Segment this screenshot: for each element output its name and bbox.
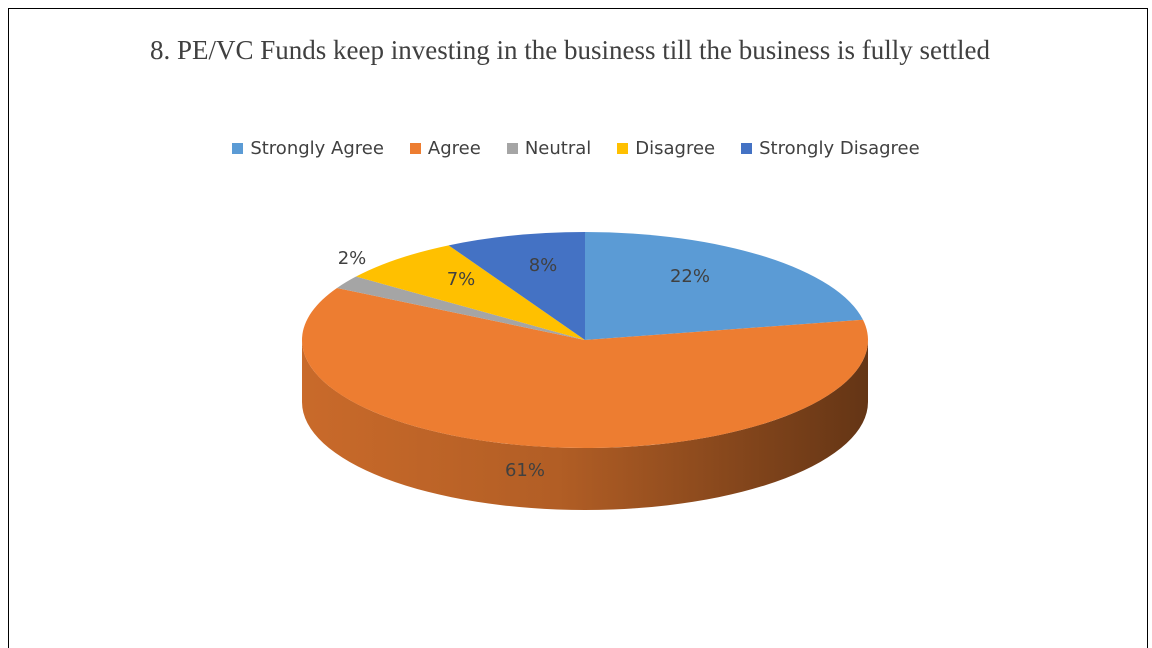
legend-item: Neutral <box>506 138 592 159</box>
pie-chart: 22% 61% 2% 7% 8% <box>302 232 868 510</box>
legend-item: Strongly Disagree <box>741 138 920 159</box>
pie-slice <box>448 232 585 340</box>
legend-item: Agree <box>409 138 481 159</box>
legend-swatch <box>409 143 421 154</box>
pie-slice-side <box>302 340 868 510</box>
legend-swatch <box>741 143 753 154</box>
pie-slice <box>337 276 585 340</box>
chart-legend: Strongly Agree Agree Neutral Disagree Strong… <box>0 138 1152 159</box>
legend-label: Neutral <box>524 138 592 159</box>
data-label: 8% <box>529 255 558 276</box>
chart-title: 8. PE/VC Funds keep investing in the bus… <box>150 35 990 65</box>
legend-swatch <box>232 143 244 154</box>
legend-item: Strongly Agree <box>232 138 384 159</box>
data-label: 61% <box>505 460 545 481</box>
legend-label: Strongly Agree <box>250 138 384 159</box>
pie-slice <box>356 245 585 340</box>
legend-label: Agree <box>427 138 481 159</box>
data-label: 22% <box>670 266 710 287</box>
pie-slice <box>302 287 868 449</box>
pie-slice <box>585 232 863 340</box>
legend-swatch <box>617 143 629 154</box>
data-label: 7% <box>447 269 476 290</box>
legend-swatch <box>506 143 518 154</box>
legend-item: Disagree <box>617 138 715 159</box>
legend-label: Disagree <box>635 138 716 159</box>
legend-label: Strongly Disagree <box>759 138 920 159</box>
data-label: 2% <box>338 248 367 269</box>
